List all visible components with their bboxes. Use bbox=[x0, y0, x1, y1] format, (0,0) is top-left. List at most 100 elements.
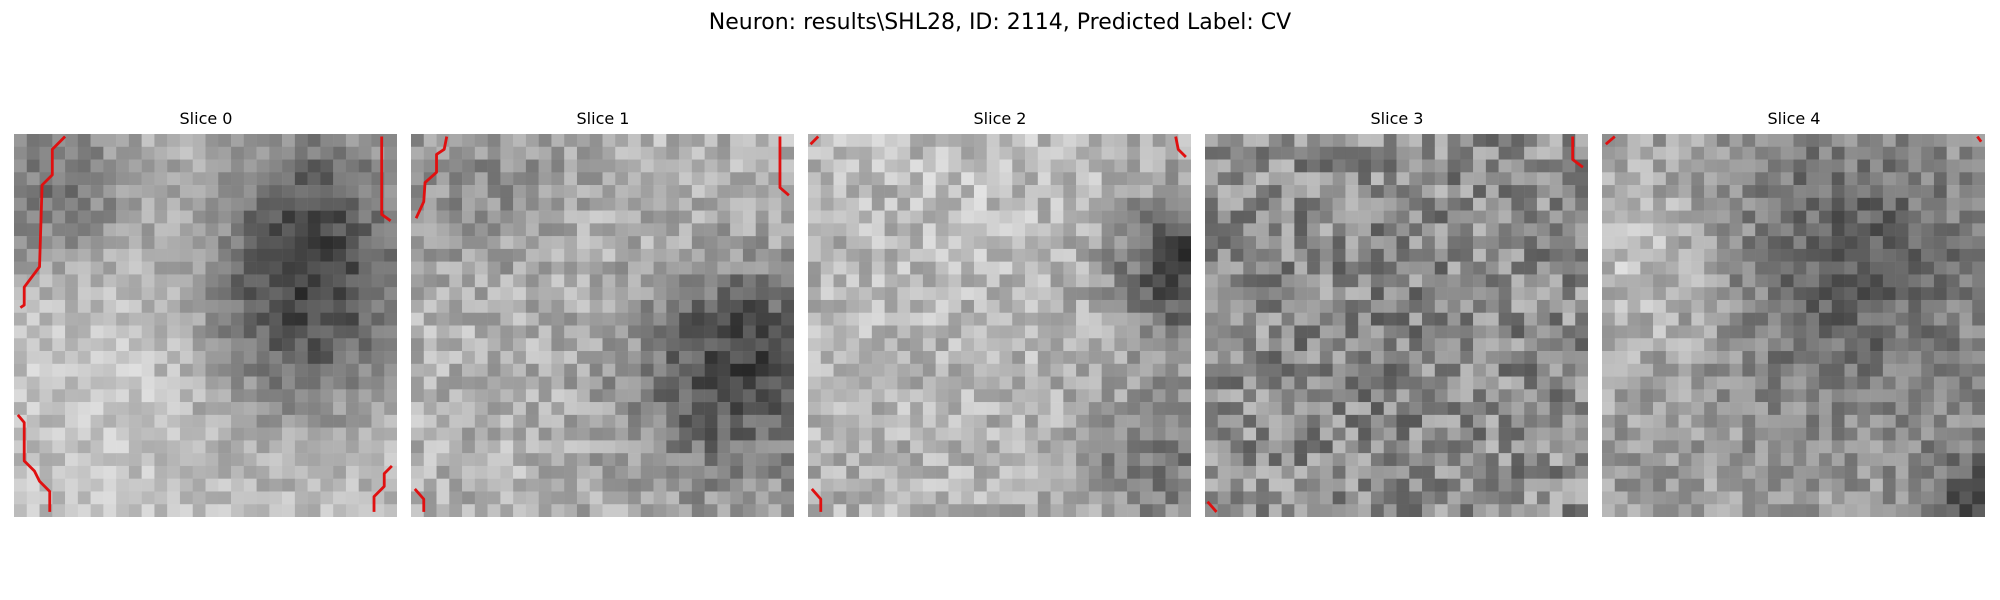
pixel-cell bbox=[1819, 299, 1833, 313]
pixel-cell bbox=[1704, 223, 1718, 237]
pixel-cell bbox=[1882, 185, 1896, 199]
pixel-cell bbox=[14, 134, 28, 148]
pixel-cell bbox=[128, 134, 142, 148]
pixel-cell bbox=[717, 402, 731, 416]
pixel-cell bbox=[128, 376, 142, 390]
pixel-cell bbox=[1627, 453, 1641, 467]
pixel-cell bbox=[1793, 172, 1807, 186]
pixel-cell bbox=[1139, 414, 1153, 428]
pixel-cell bbox=[551, 376, 565, 390]
pixel-cell bbox=[345, 491, 359, 505]
pixel-cell bbox=[525, 453, 539, 467]
pixel-cell bbox=[1370, 325, 1384, 339]
pixel-cell bbox=[1205, 287, 1219, 301]
pixel-cell bbox=[679, 172, 693, 186]
pixel-cell bbox=[1498, 389, 1512, 403]
pixel-cell bbox=[730, 236, 744, 250]
pixel-cell bbox=[411, 465, 425, 479]
pixel-cell bbox=[1716, 287, 1730, 301]
pixel-cell bbox=[999, 197, 1013, 211]
pixel-cell bbox=[1908, 299, 1922, 313]
pixel-cell bbox=[961, 312, 975, 326]
pixel-cell bbox=[1755, 299, 1769, 313]
pixel-cell bbox=[1946, 376, 1960, 390]
pixel-cell bbox=[1819, 402, 1833, 416]
pixel-cell bbox=[345, 325, 359, 339]
pixel-cell bbox=[474, 427, 488, 441]
pixel-cell bbox=[1498, 440, 1512, 454]
pixel-cell bbox=[922, 287, 936, 301]
pixel-cell bbox=[436, 465, 450, 479]
pixel-cell bbox=[910, 236, 924, 250]
pixel-cell bbox=[1729, 325, 1743, 339]
pixel-cell bbox=[1729, 312, 1743, 326]
pixel-cell bbox=[103, 376, 117, 390]
pixel-cell bbox=[1793, 389, 1807, 403]
pixel-cell bbox=[358, 146, 372, 160]
pixel-cell bbox=[1793, 504, 1807, 517]
pixel-cell bbox=[1383, 248, 1397, 262]
pixel-cell bbox=[1895, 402, 1909, 416]
pixel-cell bbox=[679, 287, 693, 301]
pixel-cell bbox=[411, 504, 425, 517]
pixel-cell bbox=[768, 478, 782, 492]
pixel-cell bbox=[1358, 325, 1372, 339]
pixel-cell bbox=[218, 427, 232, 441]
pixel-cell bbox=[103, 402, 117, 416]
pixel-cell bbox=[1281, 274, 1295, 288]
pixel-cell bbox=[179, 453, 193, 467]
pixel-cell bbox=[1422, 312, 1436, 326]
pixel-cell bbox=[128, 172, 142, 186]
pixel-cell bbox=[1243, 197, 1257, 211]
pixel-cell bbox=[742, 134, 756, 148]
pixel-cell bbox=[1921, 363, 1935, 377]
pixel-cell bbox=[1653, 491, 1667, 505]
pixel-cell bbox=[871, 427, 885, 441]
pixel-cell bbox=[1959, 363, 1973, 377]
pixel-cell bbox=[922, 134, 936, 148]
pixel-cell bbox=[1498, 287, 1512, 301]
pixel-cell bbox=[1729, 491, 1743, 505]
pixel-cell bbox=[500, 223, 514, 237]
pixel-cell bbox=[436, 146, 450, 160]
pixel-cell bbox=[730, 248, 744, 262]
pixel-cell bbox=[768, 376, 782, 390]
pixel-cell bbox=[1012, 453, 1026, 467]
pixel-cell bbox=[640, 504, 654, 517]
pixel-cell bbox=[986, 351, 1000, 365]
pixel-cell bbox=[320, 134, 334, 148]
pixel-cell bbox=[243, 172, 257, 186]
pixel-cell bbox=[1358, 504, 1372, 517]
pixel-cell bbox=[1640, 146, 1654, 160]
pixel-cell bbox=[1857, 185, 1871, 199]
pixel-cell bbox=[1921, 185, 1935, 199]
pixel-cell bbox=[1473, 465, 1487, 479]
pixel-cell bbox=[243, 248, 257, 262]
pixel-cell bbox=[1460, 427, 1474, 441]
pixel-cell bbox=[411, 223, 425, 237]
pixel-cell bbox=[1870, 210, 1884, 224]
pixel-cell bbox=[1933, 325, 1947, 339]
pixel-cell bbox=[628, 325, 642, 339]
pixel-cell bbox=[1511, 351, 1525, 365]
pixel-cell bbox=[564, 440, 578, 454]
pixel-cell bbox=[1895, 197, 1909, 211]
pixel-cell bbox=[294, 248, 308, 262]
pixel-cell bbox=[1536, 261, 1550, 275]
pixel-cell bbox=[128, 274, 142, 288]
pixel-cell bbox=[653, 210, 667, 224]
pixel-cell bbox=[449, 312, 463, 326]
pixel-cell bbox=[371, 427, 385, 441]
pixel-cell bbox=[897, 491, 911, 505]
pixel-cell bbox=[999, 427, 1013, 441]
pixel-cell bbox=[1460, 453, 1474, 467]
pixel-cell bbox=[1101, 261, 1115, 275]
pixel-cell bbox=[1819, 210, 1833, 224]
pixel-cell bbox=[269, 491, 283, 505]
pixel-cell bbox=[551, 248, 565, 262]
pixel-cell bbox=[1767, 440, 1781, 454]
pixel-cell bbox=[871, 414, 885, 428]
pixel-cell bbox=[1473, 248, 1487, 262]
pixel-cell bbox=[602, 197, 616, 211]
pixel-cell bbox=[128, 478, 142, 492]
